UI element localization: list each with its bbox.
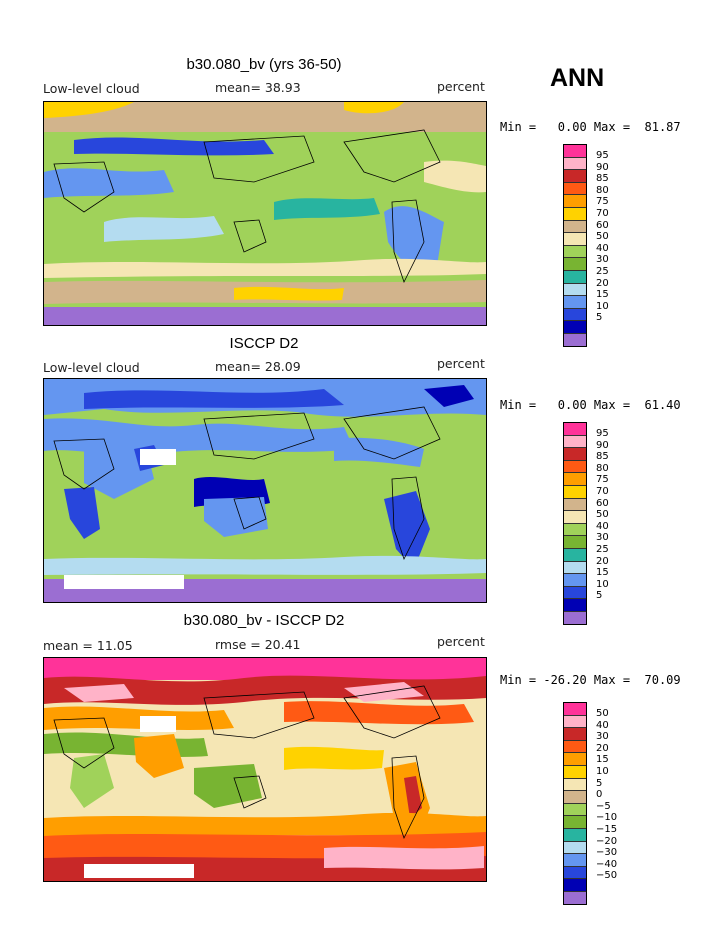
tick-label: 0 [596, 789, 603, 801]
tick-label: −40 [596, 858, 618, 870]
tick-label: 15 [596, 754, 609, 766]
panel-1-mean: mean= 38.93 [215, 80, 301, 95]
panel-3-colorbar [563, 702, 587, 905]
tick-label: 30 [596, 532, 609, 544]
panel-2-mean: mean= 28.09 [215, 359, 301, 374]
tick-label: 95 [596, 428, 609, 439]
tick-label: 15 [596, 567, 609, 579]
tick-label: 5 [596, 777, 603, 789]
tick-label: 50 [596, 509, 609, 521]
panel-2-colorbar-labels: 95 90 85 80 75 70 60 50 40 30 25 20 15 10 5 [596, 428, 609, 602]
tick-label: 30 [596, 731, 609, 743]
panel-3-units: percent [437, 634, 485, 649]
tick-label: 25 [596, 543, 609, 555]
tick-label: 40 [596, 520, 609, 532]
tick-label: 60 [596, 497, 609, 509]
tick-label: 50 [596, 231, 609, 243]
tick-label: 5 [596, 590, 603, 602]
panel-1-map-svg [44, 102, 486, 325]
tick-label: 70 [596, 485, 609, 497]
panel-2-colorbar [563, 422, 587, 625]
tick-label: 60 [596, 219, 609, 231]
panel-2-variable: Low-level cloud [43, 360, 140, 375]
panel-2-title: ISCCP D2 [229, 335, 299, 352]
panel-3-map [43, 657, 487, 882]
tick-label: 40 [596, 242, 609, 254]
season-label: ANN [550, 64, 605, 92]
panel-3-minmax: Min = -26.20 Max = 70.09 [500, 673, 681, 687]
tick-label: −20 [596, 835, 618, 847]
tick-label: 85 [596, 173, 609, 185]
tick-label: 5 [596, 312, 603, 324]
tick-label: 75 [596, 196, 609, 208]
tick-label: 50 [596, 708, 609, 719]
panel-3-mean: mean = 11.05 [43, 638, 133, 653]
panel-3-colorbar-labels: 50 40 30 20 15 10 5 0 −5 −10 −15 −20 −30 −40 −50 [596, 708, 617, 882]
tick-label: −10 [596, 812, 618, 824]
tick-label: −30 [596, 847, 618, 859]
tick-label: 90 [596, 161, 609, 173]
tick-label: 90 [596, 439, 609, 451]
tick-label: −15 [596, 823, 618, 835]
panel-2-map [43, 378, 487, 603]
panel-1-title: b30.080_bv (yrs 36-50) [186, 56, 342, 73]
tick-label: −5 [596, 800, 611, 812]
panel-1-variable: Low-level cloud [43, 81, 140, 96]
tick-label: 80 [596, 184, 609, 196]
tick-label: 30 [596, 254, 609, 266]
tick-label: 95 [596, 150, 609, 161]
tick-label: 40 [596, 719, 609, 731]
panel-3-rmse: rmse = 20.41 [215, 637, 301, 652]
tick-label: 10 [596, 578, 609, 590]
panel-1-colorbar-labels: 95 90 85 80 75 70 60 50 40 30 25 20 15 10 5 [596, 150, 609, 324]
tick-label: 15 [596, 289, 609, 301]
panel-1-colorbar [563, 144, 587, 347]
panel-1-units: percent [437, 79, 485, 94]
panel-1-minmax: Min = 0.00 Max = 81.87 [500, 120, 681, 134]
tick-label: 20 [596, 742, 609, 754]
tick-label: 75 [596, 474, 609, 486]
panel-2-map-svg [44, 379, 486, 602]
tick-label: 70 [596, 207, 609, 219]
panel-3-title: b30.080_bv - ISCCP D2 [183, 612, 345, 629]
tick-label: 80 [596, 462, 609, 474]
tick-label: 85 [596, 451, 609, 463]
tick-label: 25 [596, 265, 609, 277]
panel-2-minmax: Min = 0.00 Max = 61.40 [500, 398, 681, 412]
tick-label: 20 [596, 277, 609, 289]
tick-label: 10 [596, 765, 609, 777]
panel-1-map [43, 101, 487, 326]
tick-label: 10 [596, 300, 609, 312]
tick-label: −50 [596, 870, 618, 882]
tick-label: 20 [596, 555, 609, 567]
panel-2-units: percent [437, 356, 485, 371]
panel-3-map-svg [44, 658, 486, 881]
